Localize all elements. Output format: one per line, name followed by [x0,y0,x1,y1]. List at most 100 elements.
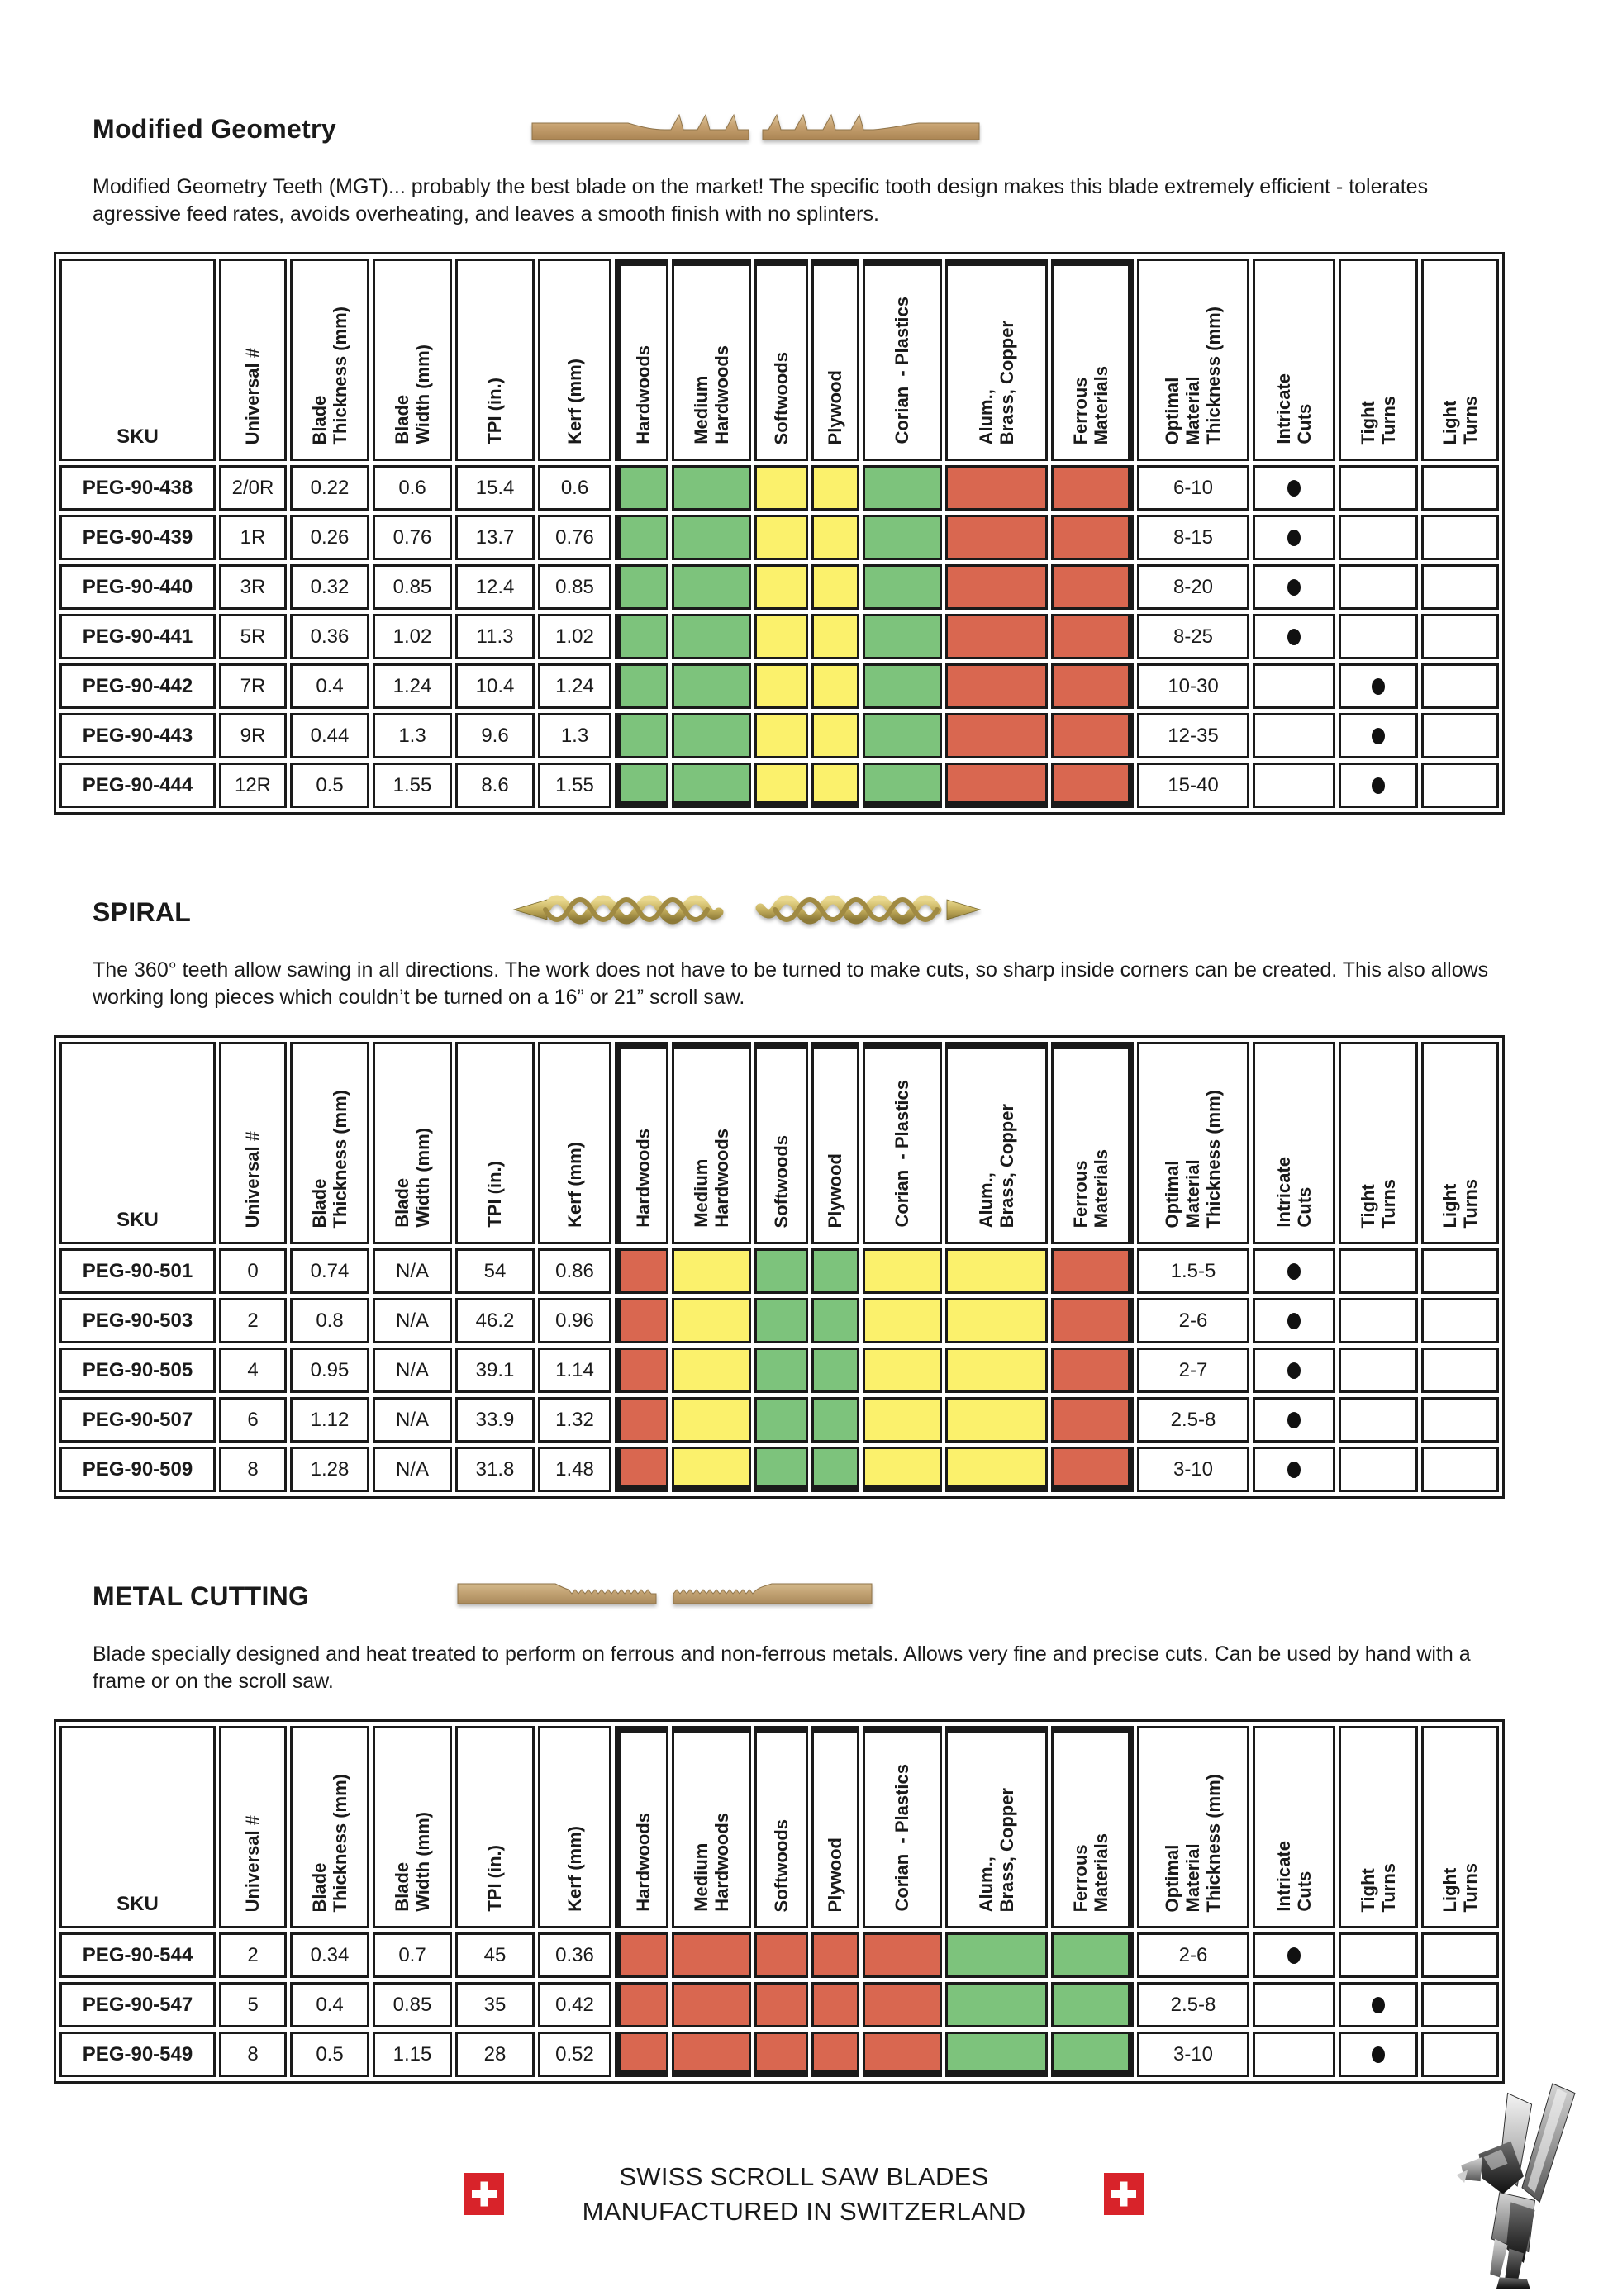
optimal-cell: 12-35 [1137,713,1249,758]
footer-text: SWISS SCROLL SAW BLADES MANUFACTURED IN … [583,2160,1026,2229]
material-cell-ferrous [1051,763,1134,808]
tight-cell [1339,564,1418,610]
tpi-cell: 9.6 [455,713,535,758]
material-cell-hardwoods [615,564,668,610]
table-row: PEG-90-507 6 1.12 N/A 33.9 1.32 2.5-8 [59,1397,1499,1443]
kerf-cell: 0.52 [538,2032,611,2077]
sku-cell: PEG-90-442 [59,663,216,709]
sku-cell: PEG-90-547 [59,1982,216,2027]
material-cell-alum_brass_copper [945,1982,1048,2027]
intricate-cell [1253,1248,1335,1294]
material-cell-corian_plastics [863,1348,942,1393]
table-row: PEG-90-544 2 0.34 0.7 45 0.36 2-6 [59,1932,1499,1978]
material-cell-hardwoods [615,1348,668,1393]
column-header-tpi: TPI (in.) [455,1042,535,1244]
blade_width-cell: 0.76 [373,515,452,560]
universal-cell: 2/0R [219,465,287,511]
column-header-blade_thickness: Blade Thickness (mm) [290,1726,369,1928]
table-row: PEG-90-547 5 0.4 0.85 35 0.42 2.5-8 [59,1982,1499,2027]
material-cell-ferrous [1051,1248,1134,1294]
material-cell-plywood [811,713,859,758]
column-header-optimal: Optimal Material Thickness (mm) [1137,259,1249,461]
universal-cell: 5 [219,1982,287,2027]
material-cell-plywood [811,1348,859,1393]
column-header-blade_width: Blade Width (mm) [373,1042,452,1244]
material-cell-plywood [811,1248,859,1294]
blade_width-cell: 0.7 [373,1932,452,1978]
material-cell-corian_plastics [863,1447,942,1492]
material-cell-softwoods [754,614,808,659]
optimal-cell: 2-6 [1137,1298,1249,1343]
material-cell-ferrous [1051,1932,1134,1978]
column-label: Intricate Cuts [1273,1157,1315,1228]
material-cell-medium_hardwoods [672,663,751,709]
kerf-cell: 1.48 [538,1447,611,1492]
column-label: Optimal Material Thickness (mm) [1162,1773,1225,1913]
kerf-cell: 1.55 [538,763,611,808]
blade_thickness-cell: 0.74 [290,1248,369,1294]
blade_thickness-cell: 0.95 [290,1348,369,1393]
column-header-light: Light Turns [1421,259,1499,461]
section-description: The 360° teeth allow sawing in all direc… [93,958,1489,1009]
material-cell-plywood [811,1447,859,1492]
column-header-plywood: Plywood [811,259,859,461]
sku-cell: PEG-90-501 [59,1248,216,1294]
material-cell-alum_brass_copper [945,663,1048,709]
column-label: Blade Width (mm) [391,345,433,444]
light-cell [1421,515,1499,560]
material-cell-ferrous [1051,713,1134,758]
material-cell-plywood [811,1298,859,1343]
sku-cell: PEG-90-443 [59,713,216,758]
column-header-blade_thickness: Blade Thickness (mm) [290,1042,369,1244]
material-cell-alum_brass_copper [945,1348,1048,1393]
material-cell-alum_brass_copper [945,1298,1048,1343]
column-label: SKU [117,1893,159,1915]
material-cell-medium_hardwoods [672,1932,751,1978]
column-label: Tight Turns [1357,1178,1399,1228]
column-header-tight: Tight Turns [1339,259,1418,461]
light-cell [1421,1447,1499,1492]
column-header-softwoods: Softwoods [754,1726,808,1928]
optimal-cell: 10-30 [1137,663,1249,709]
optimal-cell: 8-25 [1137,614,1249,659]
light-cell [1421,713,1499,758]
material-cell-alum_brass_copper [945,515,1048,560]
material-cell-corian_plastics [863,1982,942,2027]
swiss-flag-icon [1104,2172,1144,2216]
light-cell [1421,1397,1499,1443]
material-cell-ferrous [1051,1397,1134,1443]
blade_thickness-cell: 0.22 [290,465,369,511]
blade-section: SPIRAL The 360° teeth allow sawing in al… [0,895,1608,1499]
universal-cell: 0 [219,1248,287,1294]
table-row: PEG-90-501 0 0.74 N/A 54 0.86 1.5-5 [59,1248,1499,1294]
material-cell-hardwoods [615,1447,668,1492]
intricate-cell [1253,1932,1335,1978]
blade_thickness-cell: 0.8 [290,1298,369,1343]
kerf-cell: 0.85 [538,564,611,610]
material-cell-plywood [811,564,859,610]
kerf-cell: 0.6 [538,465,611,511]
column-label: Optimal Material Thickness (mm) [1162,306,1225,445]
material-cell-alum_brass_copper [945,763,1048,808]
blade-section: METAL CUTTING Blade specially designed a… [0,1581,1608,2084]
sku-cell: PEG-90-441 [59,614,216,659]
column-header-light: Light Turns [1421,1042,1499,1244]
section-head: Modified Geometry [93,113,1608,150]
dot-marker [1287,1312,1301,1329]
header-row: SKU Universal # Blade Thickness (mm) Blade … [59,1726,1499,1928]
section-title: SPIRAL [93,897,192,927]
header-row: SKU Universal # Blade Thickness (mm) Blade … [59,1042,1499,1244]
column-header-ferrous: Ferrous Materials [1051,1042,1134,1244]
column-label: TPI (in.) [484,1845,506,1912]
material-cell-medium_hardwoods [672,465,751,511]
material-cell-medium_hardwoods [672,1298,751,1343]
material-cell-hardwoods [615,713,668,758]
blade_thickness-cell: 0.26 [290,515,369,560]
material-cell-ferrous [1051,663,1134,709]
material-cell-softwoods [754,2032,808,2077]
blade_thickness-cell: 0.34 [290,1932,369,1978]
dot-marker [1287,479,1301,497]
material-cell-softwoods [754,1348,808,1393]
column-header-universal: Universal # [219,1726,287,1928]
